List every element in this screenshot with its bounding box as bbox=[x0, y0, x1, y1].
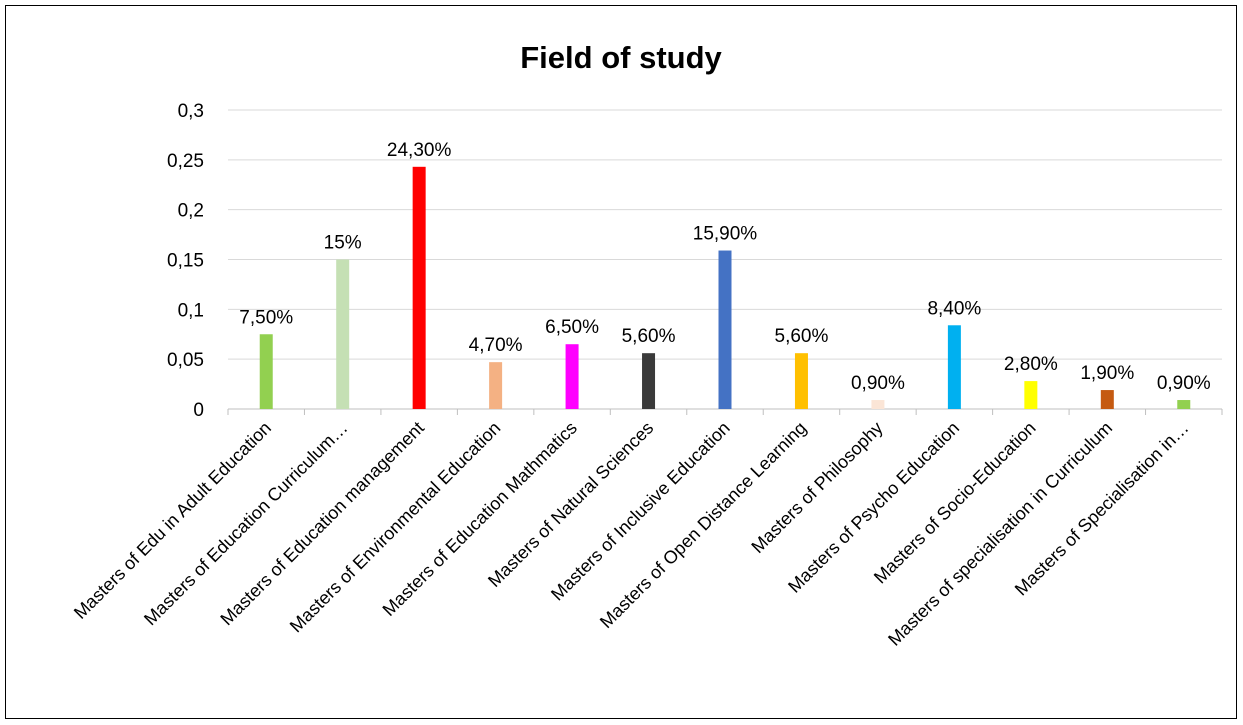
bar bbox=[947, 325, 961, 409]
data-label: 15,90% bbox=[693, 224, 758, 245]
x-tick-label: Masters of Socio-Education bbox=[870, 418, 1040, 588]
data-label: 5,60% bbox=[775, 326, 829, 347]
y-tick-label: 0 bbox=[193, 400, 204, 421]
data-label: 24,30% bbox=[387, 140, 452, 161]
bar bbox=[718, 250, 732, 409]
y-tick-label: 0,1 bbox=[178, 300, 204, 321]
bar bbox=[642, 353, 656, 409]
data-label: 7,50% bbox=[239, 307, 293, 328]
bar bbox=[871, 400, 885, 409]
bar bbox=[565, 344, 579, 409]
bar bbox=[1024, 381, 1038, 409]
data-label: 1,90% bbox=[1080, 363, 1134, 384]
data-label: 0,90% bbox=[851, 373, 905, 394]
gridlines bbox=[227, 109, 1223, 415]
data-label: 5,60% bbox=[622, 326, 676, 347]
y-tick-label: 0,15 bbox=[167, 251, 204, 272]
y-tick-label: 0,3 bbox=[178, 101, 204, 122]
bar bbox=[1177, 400, 1191, 409]
bar bbox=[412, 166, 426, 409]
data-label: 6,50% bbox=[545, 317, 599, 338]
y-axis: 0 0,05 0,1 0,15 0,2 0,25 0,3 bbox=[167, 101, 204, 421]
data-label: 8,40% bbox=[927, 298, 981, 319]
data-label: 0,90% bbox=[1157, 373, 1211, 394]
x-tick-label: Masters of Natural Sciences bbox=[484, 418, 657, 591]
chart-frame bbox=[5, 5, 1237, 719]
bar bbox=[1100, 390, 1114, 409]
bar bbox=[489, 362, 503, 409]
data-label: 4,70% bbox=[469, 335, 523, 356]
y-tick-label: 0,25 bbox=[167, 151, 204, 172]
x-axis: Masters of Edu in Adult EducationMasters… bbox=[70, 418, 1193, 650]
data-label: 15% bbox=[324, 233, 362, 254]
data-labels: 7,50% 15% 24,30% 4,70% 6,50% 5,60% 15,90% 5,60%… bbox=[239, 140, 1211, 394]
bar bbox=[336, 259, 350, 409]
bar bbox=[259, 334, 273, 409]
y-tick-label: 0,05 bbox=[167, 350, 204, 371]
bar bbox=[794, 353, 808, 409]
chart-title: Field of study bbox=[520, 40, 722, 75]
data-label: 2,80% bbox=[1004, 354, 1058, 375]
y-tick-label: 0,2 bbox=[178, 201, 204, 222]
bars bbox=[259, 166, 1191, 409]
x-tick-label: Masters of Philosophy bbox=[747, 418, 886, 557]
